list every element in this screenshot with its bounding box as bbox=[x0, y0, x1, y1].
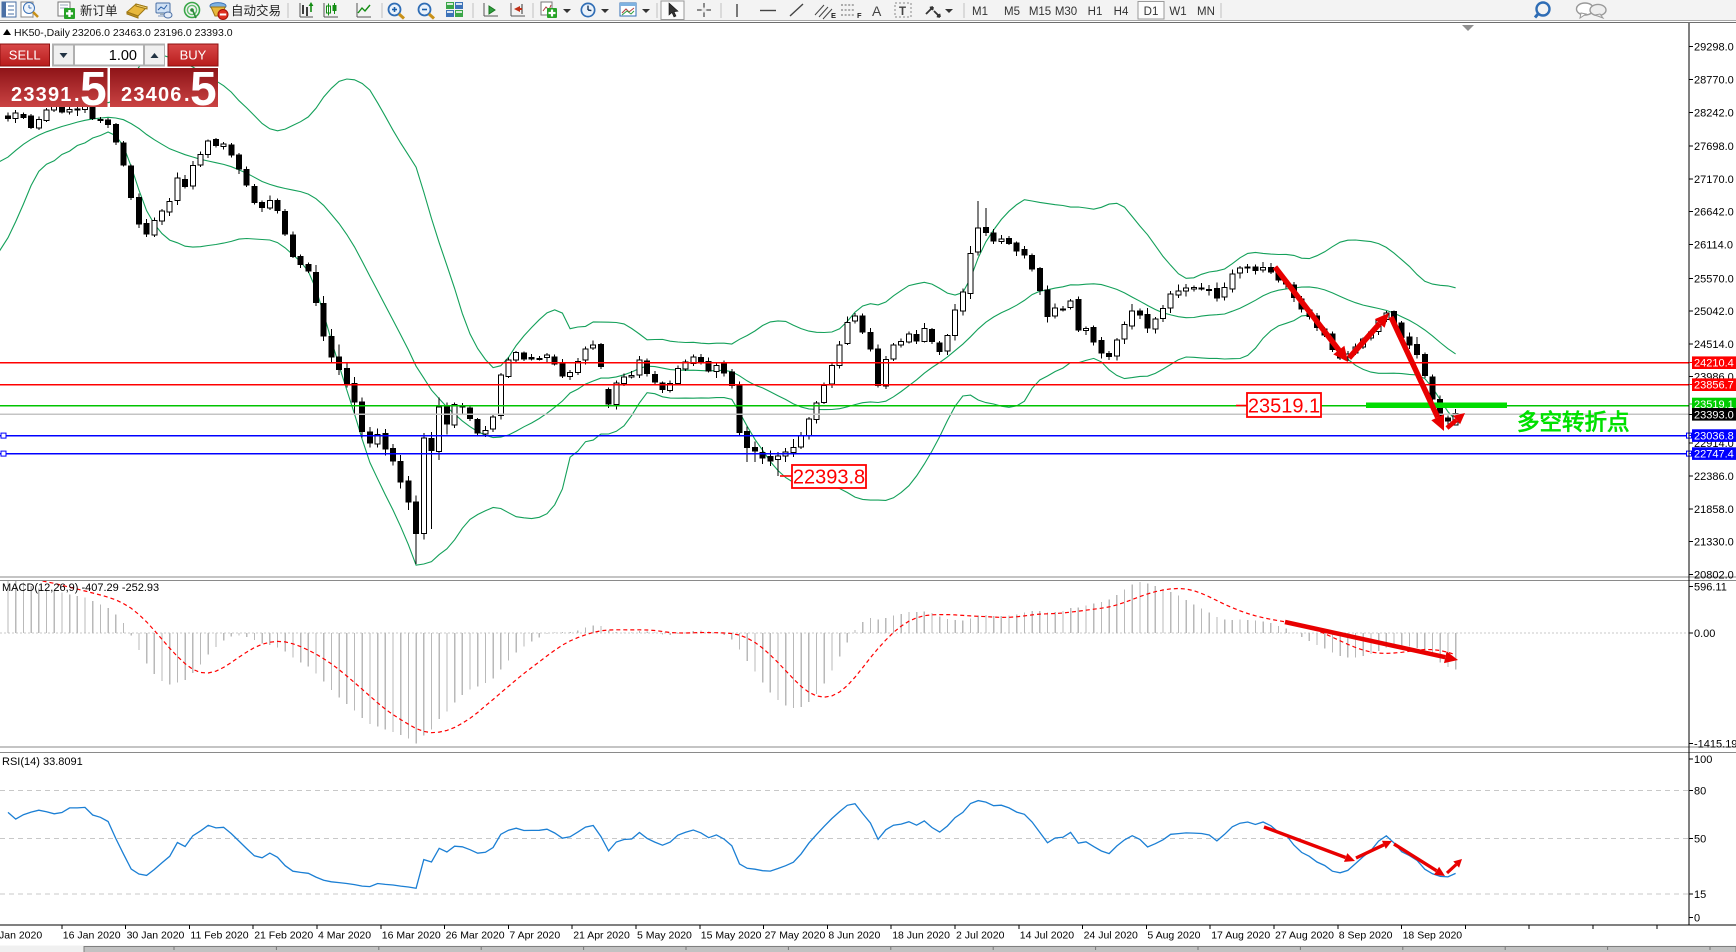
svg-text:26114.0: 26114.0 bbox=[1694, 240, 1733, 252]
svg-text:27698.0: 27698.0 bbox=[1694, 141, 1734, 153]
svg-text:22386.0: 22386.0 bbox=[1694, 471, 1734, 483]
svg-text:5 May 2020: 5 May 2020 bbox=[637, 930, 692, 942]
svg-text:29298.0: 29298.0 bbox=[1694, 42, 1734, 54]
svg-text:W1: W1 bbox=[1169, 6, 1186, 18]
svg-text:50: 50 bbox=[1694, 833, 1706, 845]
svg-text:HK50-,Daily: HK50-,Daily bbox=[14, 27, 71, 39]
svg-text:M15: M15 bbox=[1029, 6, 1051, 18]
svg-text:Jan 2020: Jan 2020 bbox=[0, 930, 42, 942]
svg-text:30 Jan 2020: 30 Jan 2020 bbox=[127, 930, 185, 942]
svg-text:21330.0: 21330.0 bbox=[1694, 537, 1734, 549]
svg-text:MACD(12,26,9) -407.29 -252.93: MACD(12,26,9) -407.29 -252.93 bbox=[2, 582, 159, 594]
svg-text:E: E bbox=[831, 11, 836, 20]
svg-text:0.00: 0.00 bbox=[1694, 628, 1715, 640]
svg-text:15: 15 bbox=[1694, 889, 1706, 901]
svg-text:M5: M5 bbox=[1004, 6, 1020, 18]
svg-text:27170.0: 27170.0 bbox=[1694, 174, 1734, 186]
svg-text:23519.1: 23519.1 bbox=[1248, 396, 1320, 418]
svg-text:27 May 2020: 27 May 2020 bbox=[765, 930, 826, 942]
svg-text:.: . bbox=[74, 84, 80, 106]
svg-text:23856.7: 23856.7 bbox=[1694, 380, 1734, 392]
svg-text:25042.0: 25042.0 bbox=[1694, 306, 1734, 318]
svg-text:24 Jul 2020: 24 Jul 2020 bbox=[1084, 930, 1138, 942]
svg-text:16 Mar 2020: 16 Mar 2020 bbox=[382, 930, 441, 942]
svg-text:4 Mar 2020: 4 Mar 2020 bbox=[318, 930, 371, 942]
svg-text:5: 5 bbox=[190, 63, 217, 116]
svg-text:100: 100 bbox=[1694, 754, 1712, 766]
svg-text:1.00: 1.00 bbox=[109, 48, 137, 64]
svg-text:BUY: BUY bbox=[180, 48, 207, 63]
svg-text:80: 80 bbox=[1694, 786, 1706, 798]
svg-text:27 Aug 2020: 27 Aug 2020 bbox=[1275, 930, 1334, 942]
svg-text:23036.8: 23036.8 bbox=[1694, 431, 1734, 443]
svg-text:23406: 23406 bbox=[121, 84, 183, 106]
svg-text:8 Jun 2020: 8 Jun 2020 bbox=[828, 930, 880, 942]
svg-text:A: A bbox=[872, 3, 882, 19]
svg-text:24210.4: 24210.4 bbox=[1694, 358, 1734, 370]
svg-text:2 Jul 2020: 2 Jul 2020 bbox=[956, 930, 1005, 942]
svg-text:22747.4: 22747.4 bbox=[1694, 449, 1734, 461]
svg-text:MN: MN bbox=[1197, 6, 1215, 18]
svg-text:14 Jul 2020: 14 Jul 2020 bbox=[1020, 930, 1074, 942]
svg-text:26 Mar 2020: 26 Mar 2020 bbox=[446, 930, 505, 942]
svg-text:H4: H4 bbox=[1114, 6, 1129, 18]
svg-text:28242.0: 28242.0 bbox=[1694, 107, 1734, 119]
svg-text:T: T bbox=[899, 6, 906, 18]
svg-text:23206.0 23463.0 23196.0 23393.: 23206.0 23463.0 23196.0 23393.0 bbox=[72, 27, 233, 39]
svg-text:H1: H1 bbox=[1088, 6, 1103, 18]
svg-text:28770.0: 28770.0 bbox=[1694, 75, 1734, 87]
svg-text:0: 0 bbox=[1694, 913, 1700, 925]
svg-text:F: F bbox=[857, 11, 862, 20]
svg-text:5 Aug 2020: 5 Aug 2020 bbox=[1147, 930, 1200, 942]
svg-text:-1415.19: -1415.19 bbox=[1694, 739, 1736, 751]
svg-text:.: . bbox=[184, 84, 190, 106]
svg-text:21 Feb 2020: 21 Feb 2020 bbox=[254, 930, 313, 942]
svg-text:21 Apr 2020: 21 Apr 2020 bbox=[573, 930, 630, 942]
svg-text:23393.0: 23393.0 bbox=[1694, 409, 1734, 421]
svg-text:26642.0: 26642.0 bbox=[1694, 207, 1734, 219]
svg-text:17 Aug 2020: 17 Aug 2020 bbox=[1211, 930, 1270, 942]
svg-text:SELL: SELL bbox=[9, 48, 41, 63]
svg-text:24514.0: 24514.0 bbox=[1694, 339, 1734, 351]
svg-text:16 Jan 2020: 16 Jan 2020 bbox=[63, 930, 121, 942]
svg-text:新订单: 新订单 bbox=[80, 3, 118, 18]
svg-text:M30: M30 bbox=[1055, 6, 1077, 18]
svg-text:D1: D1 bbox=[1144, 6, 1159, 18]
svg-text:11 Feb 2020: 11 Feb 2020 bbox=[190, 930, 248, 942]
svg-text:RSI(14) 33.8091: RSI(14) 33.8091 bbox=[2, 756, 83, 768]
svg-text:多空转折点: 多空转折点 bbox=[1517, 409, 1630, 435]
svg-text:7 Apr 2020: 7 Apr 2020 bbox=[509, 930, 560, 942]
svg-text:596.11: 596.11 bbox=[1694, 581, 1727, 593]
svg-text:23391: 23391 bbox=[11, 84, 73, 106]
svg-text:15 May 2020: 15 May 2020 bbox=[701, 930, 762, 942]
svg-text:自动交易: 自动交易 bbox=[231, 3, 281, 18]
svg-text:22393.8: 22393.8 bbox=[793, 467, 865, 489]
svg-text:8 Sep 2020: 8 Sep 2020 bbox=[1339, 930, 1393, 942]
svg-text:21858.0: 21858.0 bbox=[1694, 504, 1734, 516]
svg-text:M1: M1 bbox=[972, 6, 988, 18]
svg-text:18 Sep 2020: 18 Sep 2020 bbox=[1403, 930, 1463, 942]
svg-text:25570.0: 25570.0 bbox=[1694, 273, 1734, 285]
svg-text:5: 5 bbox=[80, 63, 107, 116]
svg-text:20802.0: 20802.0 bbox=[1694, 569, 1734, 581]
svg-text:18 Jun 2020: 18 Jun 2020 bbox=[892, 930, 950, 942]
